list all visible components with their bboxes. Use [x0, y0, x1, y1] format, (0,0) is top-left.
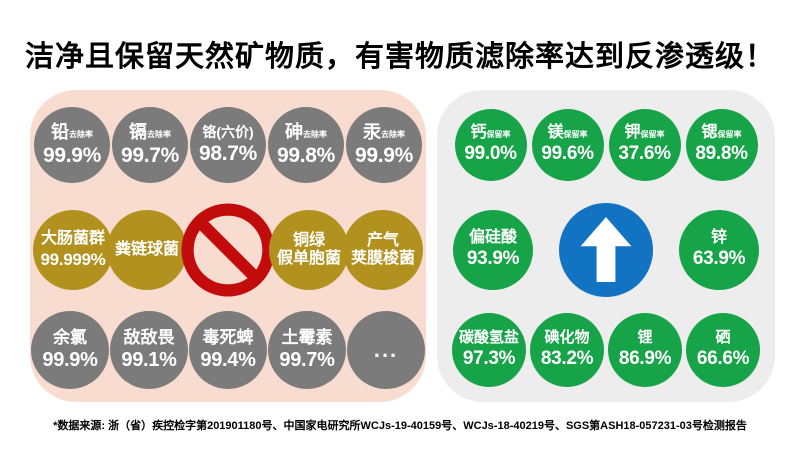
- bubble-name-row: 砷去除率: [285, 122, 327, 143]
- rate-type-label: 保留率: [640, 130, 665, 140]
- removal-rate: 99.7%: [279, 349, 335, 372]
- bubble-strontium: 锶保留率 89.8%: [685, 109, 758, 181]
- bubble-metasilicic-acid: 偏硅酸 93.9%: [453, 210, 533, 290]
- rate-type-label: 保留率: [563, 130, 588, 140]
- rate-type-label: 保留率: [486, 130, 511, 140]
- chemicals-row: 余氯 99.9% 敌敌畏 99.1% 毒死蜱 99.4% 土霉素 99.7% .…: [30, 311, 426, 389]
- retained-minerals-panel: 钙保留率 99.0% 镁保留率 99.6% 钾保留率 37.6% 锶保留率: [437, 90, 775, 402]
- retention-rate: 99.6%: [541, 143, 594, 165]
- retention-rate: 97.3%: [462, 347, 516, 369]
- substance-name: 粪链球菌: [114, 240, 179, 258]
- mineral-name: 锌: [710, 228, 727, 246]
- page-title: 洁净且保留天然矿物质，有害物质滤除率达到反渗透级！: [24, 41, 775, 73]
- removal-rate: 98.7%: [198, 141, 258, 165]
- bacteria-row: 大肠菌群 99.999% 粪链球菌 铜绿 假单胞菌 产气 荚膜梭菌: [30, 203, 426, 297]
- bubble-bicarbonate: 碳酸氢盐 97.3%: [452, 313, 526, 387]
- minerals-row-1: 钙保留率 99.0% 镁保留率 99.6% 钾保留率 37.6% 锶保留率: [437, 109, 775, 181]
- substance-name: 敌敌畏: [123, 327, 175, 347]
- substance-name: ...: [373, 337, 399, 363]
- bubble-potassium: 钾保留率 37.6%: [608, 109, 681, 181]
- bubble-iodide: 碘化物 83.2%: [530, 313, 604, 387]
- bubble-lead: 铅去除率 99.9%: [34, 107, 110, 183]
- substance-name: 毒死蜱: [202, 327, 254, 347]
- bubble-magnesium: 镁保留率 99.6%: [531, 109, 604, 181]
- data-source-footnote: *数据来源: 浙（省）疾控检字第201901180号、中国家电研究所WCJs-1…: [53, 420, 747, 432]
- removal-rate: 99.1%: [121, 349, 177, 372]
- removal-rate: 99.4%: [200, 349, 256, 372]
- mineral-name: 钾: [624, 123, 641, 141]
- bubble-name-row: 钙保留率: [470, 124, 510, 142]
- bubble-lithium: 锂 86.9%: [608, 313, 682, 387]
- bubble-chlorpyrifos: 毒死蜱 99.4%: [189, 311, 267, 389]
- mineral-name: 锂: [637, 329, 653, 347]
- bubble-zinc: 锌 63.9%: [679, 210, 759, 290]
- bubble-more-ellipsis: ...: [347, 311, 425, 389]
- bubble-dichlorvos: 敌敌畏 99.1%: [110, 311, 188, 389]
- heavy-metals-row: 铅去除率 99.9% 镉去除率 99.7% 铬(六价) 98.7% 砷去除率: [30, 107, 426, 183]
- mineral-name: 硒: [715, 329, 731, 347]
- no-entry-icon: [181, 203, 275, 297]
- bubble-coliform: 大肠菌群 99.999%: [33, 210, 113, 290]
- substance-name: 产气 荚膜梭菌: [350, 231, 415, 267]
- bubble-chromium: 铬(六价) 98.7%: [190, 107, 266, 183]
- bubble-name-row: 铅去除率: [51, 122, 93, 143]
- rate-type-label: 去除率: [303, 130, 327, 140]
- bubble-clostridium-perfringens: 产气 荚膜梭菌: [343, 210, 423, 290]
- substance-name: 土霉素: [281, 327, 333, 347]
- retention-rate: 86.9%: [618, 347, 672, 369]
- harmful-substances-panel: 铅去除率 99.9% 镉去除率 99.7% 铬(六价) 98.7% 砷去除率: [30, 90, 426, 402]
- mineral-name: 碘化物: [544, 329, 590, 347]
- retention-rate: 93.9%: [466, 248, 520, 270]
- retention-rate: 66.6%: [696, 347, 750, 369]
- retention-rate: 99.0%: [464, 143, 517, 165]
- retention-rate: 83.2%: [540, 347, 594, 369]
- substance-name: 余氯: [53, 327, 87, 347]
- up-arrow-icon: [559, 203, 653, 297]
- substance-name: 镉: [129, 121, 147, 142]
- mineral-name: 钙: [470, 123, 487, 141]
- bubble-name-row: 锶保留率: [701, 124, 741, 142]
- minerals-row-2: 偏硅酸 93.9% 锌 63.9%: [437, 203, 775, 297]
- bubble-residual-chlorine: 余氯 99.9%: [31, 311, 109, 389]
- bubble-name-row: 镉去除率: [129, 122, 171, 143]
- substance-name: 汞: [363, 121, 381, 142]
- substance-name: 铜绿 假单胞菌: [276, 231, 341, 267]
- mineral-name: 锶: [701, 123, 718, 141]
- removal-rate: 99.999%: [40, 249, 106, 269]
- retention-rate: 37.6%: [618, 143, 671, 165]
- rate-type-label: 去除率: [147, 130, 171, 140]
- rate-type-label: 保留率: [717, 130, 742, 140]
- removal-rate: 99.7%: [120, 144, 180, 168]
- removal-rate: 99.9%: [42, 349, 98, 372]
- substance-name: 砷: [285, 121, 303, 142]
- bubble-oxytetracycline: 土霉素 99.7%: [268, 311, 346, 389]
- bubble-mercury: 汞去除率 99.9%: [346, 107, 422, 183]
- mineral-name: 镁: [547, 123, 564, 141]
- bubble-calcium: 钙保留率 99.0%: [454, 109, 527, 181]
- minerals-row-3: 碳酸氢盐 97.3% 碘化物 83.2% 锂 86.9% 硒 66.6%: [437, 313, 775, 387]
- bubble-arsenic: 砷去除率 99.8%: [268, 107, 344, 183]
- removal-rate: 99.8%: [276, 144, 336, 168]
- mineral-name: 偏硅酸: [468, 228, 517, 246]
- bubble-name-row: 汞去除率: [363, 122, 405, 143]
- bubble-pseudomonas-aeruginosa: 铜绿 假单胞菌: [269, 210, 349, 290]
- bubble-name-row: 铬(六价): [202, 124, 253, 140]
- rate-type-label: 去除率: [381, 130, 405, 140]
- retention-rate: 63.9%: [692, 248, 746, 270]
- substance-name: 铅: [51, 121, 69, 142]
- removal-rate: 99.9%: [354, 144, 414, 168]
- bubble-name-row: 镁保留率: [547, 124, 587, 142]
- bubble-fecal-streptococcus: 粪链球菌: [107, 210, 187, 290]
- removal-rate: 99.9%: [42, 144, 102, 168]
- substance-name: 铬(六价): [202, 123, 254, 140]
- bubble-selenium: 硒 66.6%: [686, 313, 760, 387]
- mineral-name: 碳酸氢盐: [458, 329, 519, 347]
- bubble-name-row: 钾保留率: [624, 124, 664, 142]
- substance-name: 大肠菌群: [40, 230, 105, 248]
- bubble-cadmium: 镉去除率 99.7%: [112, 107, 188, 183]
- rate-type-label: 去除率: [69, 130, 93, 140]
- retention-rate: 89.8%: [695, 143, 748, 165]
